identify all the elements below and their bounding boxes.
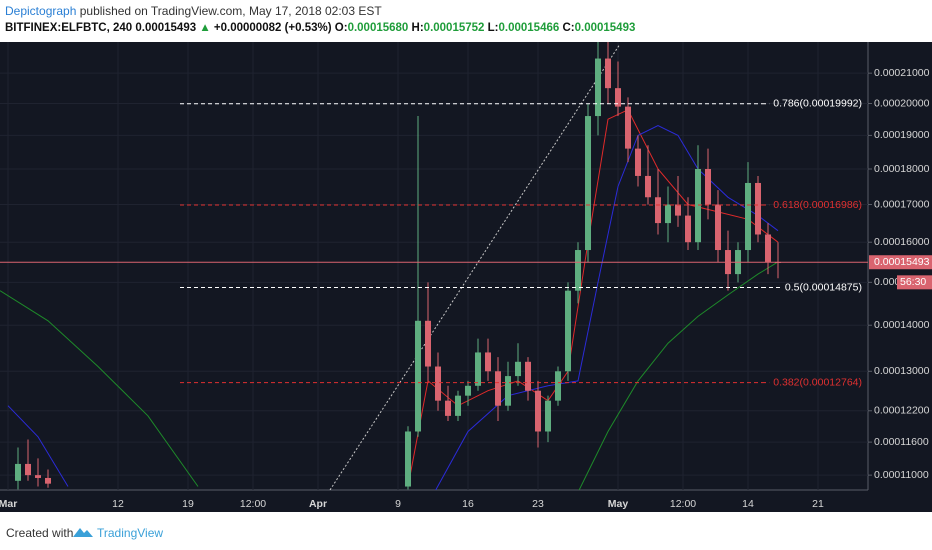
last: 0.00015493 — [135, 22, 197, 34]
symbol-line: BITFINEX:ELFBTC, 240 0.00015493 ▲ +0.000… — [5, 22, 635, 34]
close: 0.00015493 — [574, 22, 636, 34]
publish-line: Depictograph published on TradingView.co… — [5, 4, 382, 18]
candle-body — [405, 431, 411, 487]
candle-body — [495, 371, 501, 406]
candle-body — [705, 168, 711, 205]
moving-average — [7, 405, 69, 487]
candle-body — [555, 371, 561, 401]
x-tick-label: 12:00 — [670, 498, 696, 510]
footer: Created with TradingView — [0, 512, 932, 550]
chart-background — [0, 42, 932, 512]
candle-body — [595, 58, 601, 117]
moving-average — [0, 290, 199, 487]
candle-body — [415, 320, 421, 432]
x-tick-label: 14 — [742, 498, 754, 510]
candle-body — [525, 361, 531, 391]
candle-body — [445, 400, 451, 416]
candle-body — [545, 400, 551, 432]
symbol: BITFINEX:ELFBTC, 240 — [5, 22, 133, 34]
low-label: L: — [487, 22, 499, 34]
x-tick-label: 12 — [112, 498, 124, 510]
x-tick-label: Apr — [309, 498, 327, 510]
y-tick-label: 0.00014000 — [874, 319, 930, 331]
author[interactable]: Depictograph — [5, 4, 77, 18]
tradingview-logo — [73, 528, 93, 537]
y-tick-label: 0.00018000 — [874, 163, 930, 175]
brand[interactable]: TradingView — [97, 526, 164, 540]
candle-body — [655, 197, 661, 224]
fib-label: 0.382(0.00012764) — [773, 376, 862, 388]
candle-body — [625, 106, 631, 149]
candle-body — [635, 148, 641, 176]
y-tick-label: 0.00019000 — [874, 129, 930, 141]
high-label: H: — [411, 22, 424, 34]
last-price-label: 0.00015493 — [874, 256, 930, 268]
header: Depictograph published on TradingView.co… — [0, 0, 932, 42]
x-tick-label: 12:00 — [240, 498, 266, 510]
candle-body — [475, 352, 481, 386]
candle-body — [665, 204, 671, 224]
high: 0.00015752 — [423, 22, 485, 34]
moving-average — [578, 261, 779, 490]
countdown-box — [897, 275, 932, 290]
close-label: C: — [562, 22, 575, 34]
open: 0.00015680 — [347, 22, 409, 34]
fib-label: 0.618(0.00016986) — [773, 199, 862, 211]
fib-label: 0.786(0.00019992) — [773, 98, 862, 110]
candle-body — [15, 463, 21, 481]
y-tick-label: 0.00021000 — [874, 67, 930, 79]
last-price-box — [869, 255, 932, 270]
candle-body — [755, 182, 761, 235]
x-tick-label: 23 — [532, 498, 544, 510]
y-tick-label: 0.00013000 — [874, 365, 930, 377]
x-tick-label: 9 — [395, 498, 401, 510]
fib-label: 0.5(0.00014875) — [785, 281, 862, 293]
candle-body — [465, 385, 471, 396]
y-tick-label: 0.00011000 — [874, 469, 929, 481]
created-with: Created with — [6, 526, 74, 540]
x-tick-label: 19 — [182, 498, 194, 510]
candle-body — [25, 463, 31, 476]
x-tick-label: Mar — [0, 498, 17, 510]
candle-body — [575, 250, 581, 291]
candle-body — [765, 234, 771, 262]
low: 0.00015466 — [498, 22, 560, 34]
x-tick-label: 16 — [462, 498, 474, 510]
published: published on TradingView.com, May 17, 20… — [79, 4, 382, 18]
up-arrow: ▲ — [199, 22, 211, 34]
y-tick-label: 0.00017000 — [874, 198, 930, 210]
candle-body — [565, 290, 571, 372]
candle-body — [685, 215, 691, 243]
candle-body — [535, 390, 541, 432]
candle-body — [645, 175, 651, 198]
trend-line[interactable] — [329, 43, 621, 490]
candle-body — [505, 376, 511, 406]
open-label: O: — [334, 22, 348, 34]
candle-body — [455, 395, 461, 416]
x-tick-label: 21 — [812, 498, 824, 510]
y-tick-label: 0.00020000 — [874, 97, 930, 109]
y-tick-label: 0.00012200 — [874, 405, 930, 417]
candle-body — [425, 320, 431, 367]
candle-body — [35, 475, 41, 478]
candle-body — [745, 182, 751, 251]
chart: 0.786(0.00019992) 0.618(0.00016986) 0.5(0.… — [0, 42, 932, 512]
change: +0.00000082 (+0.53%) — [213, 22, 332, 34]
candle-body — [715, 204, 721, 251]
candle-body — [45, 477, 51, 484]
countdown: 56:30 — [900, 276, 926, 288]
candle-body — [515, 361, 521, 377]
candle-body — [585, 116, 591, 251]
candle-body — [675, 204, 681, 216]
candle-body — [435, 366, 441, 401]
candle-body — [485, 352, 491, 372]
candle-body — [695, 168, 701, 243]
y-tick-label: 0.00011600 — [874, 436, 929, 448]
candle-body — [605, 58, 611, 89]
y-tick-label: 0.00016000 — [874, 236, 930, 248]
candle-body — [615, 88, 621, 107]
x-tick-label: May — [608, 498, 629, 510]
